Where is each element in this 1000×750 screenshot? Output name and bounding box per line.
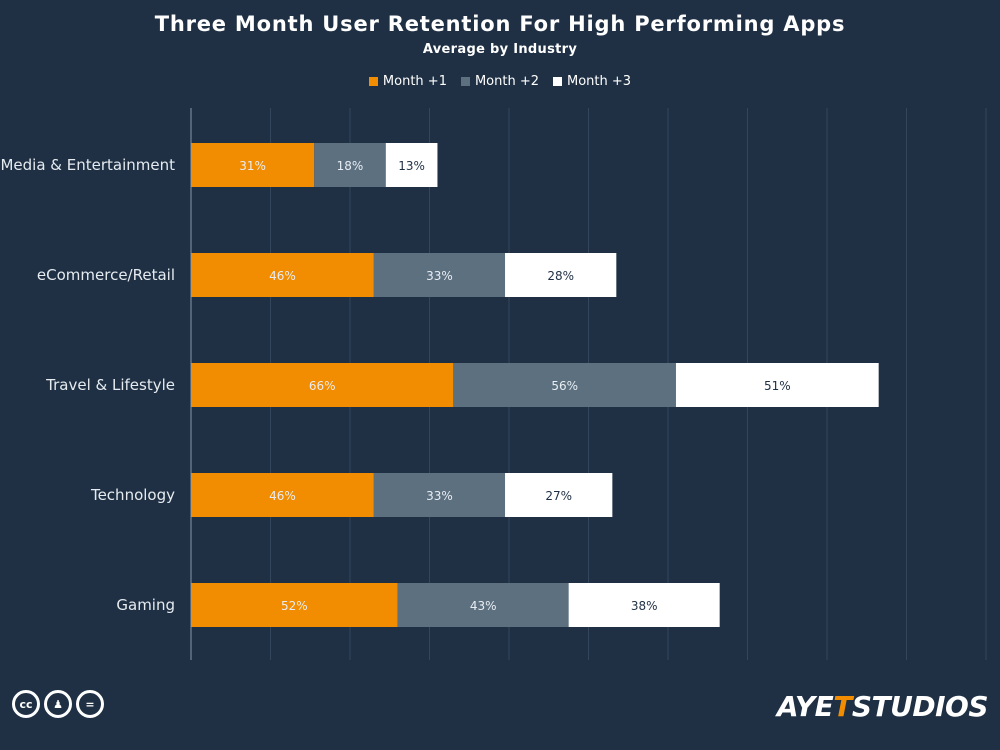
data-label: 18% — [337, 159, 364, 173]
legend-item: Month +2 — [460, 74, 540, 89]
data-label: 43% — [470, 599, 497, 613]
legend-swatch — [553, 77, 563, 86]
bar-segment — [373, 473, 506, 517]
legend-label: Month +2 — [474, 74, 540, 89]
data-label: 66% — [309, 379, 336, 393]
bar-segment — [191, 473, 374, 517]
data-label: 46% — [269, 489, 296, 503]
bar-segment — [191, 363, 454, 407]
bar-segment — [385, 143, 438, 187]
by-icon: ♟ — [44, 690, 72, 718]
category-label: Travel & Lifestyle — [45, 376, 175, 394]
data-label: 46% — [269, 269, 296, 283]
bar-segment — [453, 363, 676, 407]
nd-icon: = — [76, 690, 104, 718]
data-label: 27% — [545, 489, 572, 503]
legend-item: Month +3 — [553, 74, 631, 89]
legend-swatch — [460, 77, 470, 86]
legend-item: Month +1 — [368, 74, 447, 89]
legend: Month +1 Month +2 Month +3 — [0, 74, 1000, 89]
category-label: Gaming — [116, 596, 175, 614]
cc-icon: cc — [12, 690, 40, 718]
legend-label: Month +1 — [382, 74, 447, 89]
data-label: 52% — [281, 599, 308, 613]
bar-segment — [505, 473, 613, 517]
data-label: 13% — [398, 159, 425, 173]
bar-segment — [397, 583, 569, 627]
data-label: 38% — [631, 599, 658, 613]
data-label: 31% — [239, 159, 266, 173]
bar-segment — [568, 583, 720, 627]
bar-segment — [191, 583, 398, 627]
bar-segment — [373, 253, 506, 297]
legend-label: Month +3 — [567, 74, 632, 89]
chart-subtitle: Average by Industry — [422, 42, 578, 57]
category-label: eCommerce/Retail — [37, 266, 175, 284]
legend-swatch — [368, 77, 378, 86]
license-badges: cc ♟ = — [12, 690, 104, 718]
bar-segment — [191, 143, 315, 187]
chart-title: Three Month User Retention For High Perf… — [154, 12, 846, 36]
brand-logo: AYETSTUDIOS — [776, 690, 989, 723]
data-label: 33% — [426, 489, 453, 503]
bar-segment — [191, 253, 374, 297]
bar-segment — [675, 363, 879, 407]
category-label: Technology — [90, 486, 175, 504]
data-label: 51% — [764, 379, 791, 393]
bar-segment — [314, 143, 386, 187]
data-label: 28% — [547, 269, 574, 283]
category-label: Media & Entertainment — [0, 156, 175, 174]
bar-segment — [505, 253, 617, 297]
data-label: 56% — [551, 379, 578, 393]
data-label: 33% — [426, 269, 453, 283]
